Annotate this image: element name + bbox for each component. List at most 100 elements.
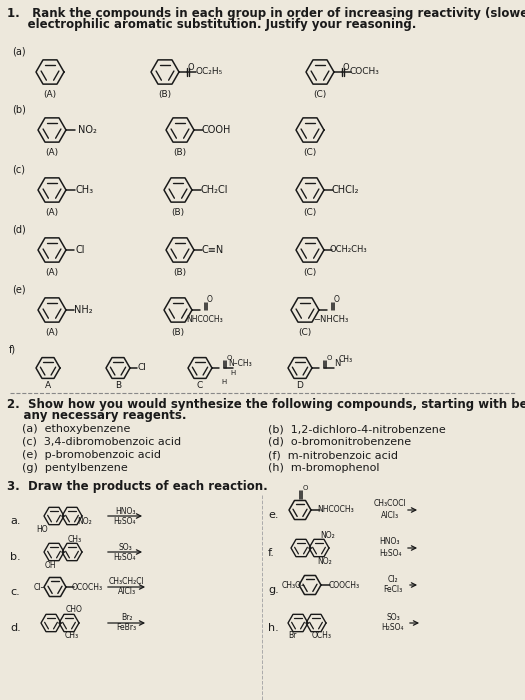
Text: (C): (C) [303,267,317,276]
Text: CHCl₂: CHCl₂ [331,185,359,195]
Text: OCOCH₃: OCOCH₃ [71,582,102,592]
Text: N: N [334,358,340,368]
Text: Cl: Cl [138,363,146,372]
Text: (C): (C) [298,328,312,337]
Text: HNO₃: HNO₃ [115,507,135,515]
Text: electrophilic aromatic substitution. Justify your reasoning.: electrophilic aromatic substitution. Jus… [7,18,416,31]
Text: (e)  p-bromobenzoic acid: (e) p-bromobenzoic acid [22,450,161,460]
Text: N–CH₃: N–CH₃ [228,358,252,368]
Text: −NHCH₃: −NHCH₃ [313,315,349,324]
Text: (c)  3,4-dibromobenzoic acid: (c) 3,4-dibromobenzoic acid [22,437,181,447]
Text: O: O [343,62,349,71]
Text: (b): (b) [12,105,26,115]
Text: NHCOCH₃: NHCOCH₃ [318,505,354,514]
Text: (B): (B) [159,90,172,99]
Text: HO: HO [36,524,48,533]
Text: CH₃: CH₃ [65,631,79,640]
Text: CH₂Cl: CH₂Cl [200,185,228,195]
Text: NHCOCH₃: NHCOCH₃ [186,315,223,324]
Text: O: O [327,355,332,361]
Text: O: O [188,62,194,71]
Text: O: O [226,355,232,361]
Text: O: O [302,485,308,491]
Text: (B): (B) [172,328,185,337]
Text: Cl–: Cl– [33,582,45,592]
Text: A: A [45,382,51,391]
Text: OCH₂CH₃: OCH₂CH₃ [329,246,367,255]
Text: CH₃O–: CH₃O– [282,580,306,589]
Text: (f)  m-nitrobenzoic acid: (f) m-nitrobenzoic acid [268,450,398,460]
Text: CH₃: CH₃ [339,356,353,365]
Text: HNO₃: HNO₃ [380,538,400,547]
Text: SO₃: SO₃ [386,612,400,622]
Text: e.: e. [268,510,278,520]
Text: (A): (A) [44,90,57,99]
Text: H₂SO₄: H₂SO₄ [114,552,136,561]
Text: H₂SO₄: H₂SO₄ [379,549,401,557]
Text: h.: h. [268,623,279,633]
Text: COOCH₃: COOCH₃ [329,580,360,589]
Text: D: D [297,382,303,391]
Text: (b)  1,2-dichloro-4-nitrobenzene: (b) 1,2-dichloro-4-nitrobenzene [268,424,446,434]
Text: Cl: Cl [75,245,85,255]
Text: NO₂: NO₂ [318,556,332,566]
Text: CH₃: CH₃ [76,185,94,195]
Text: CHO: CHO [66,606,82,615]
Text: FeBr₃: FeBr₃ [117,624,136,633]
Text: AlCl₃: AlCl₃ [381,510,399,519]
Text: (A): (A) [46,267,59,276]
Text: (A): (A) [46,207,59,216]
Text: OH: OH [44,561,56,570]
Text: (A): (A) [46,148,59,157]
Text: B: B [115,382,121,391]
Text: (C): (C) [303,148,317,157]
Text: NO₂: NO₂ [321,531,335,540]
Text: 2.  Show how you would synthesize the following compounds, starting with benzene: 2. Show how you would synthesize the fol… [7,398,525,411]
Text: (B): (B) [173,148,186,157]
Text: f.: f. [268,548,275,558]
Text: Br₂: Br₂ [121,613,132,622]
Text: g.: g. [268,585,279,595]
Text: H: H [230,370,236,376]
Text: c.: c. [10,587,20,597]
Text: H: H [222,379,227,385]
Text: f): f) [9,345,16,355]
Text: H₂SO₄: H₂SO₄ [114,517,136,526]
Text: a.: a. [10,516,20,526]
Text: (a)  ethoxybenzene: (a) ethoxybenzene [22,424,130,434]
Text: 3.  Draw the products of each reaction.: 3. Draw the products of each reaction. [7,480,268,493]
Text: (C): (C) [313,90,327,99]
Text: Br: Br [288,631,296,640]
Text: AlCl₃: AlCl₃ [118,587,135,596]
Text: (B): (B) [172,207,185,216]
Text: d.: d. [10,623,21,633]
Text: 1.   Rank the compounds in each group in order of increasing reactivity (slowest: 1. Rank the compounds in each group in o… [7,7,525,20]
Text: NO₂: NO₂ [78,125,97,135]
Text: COOH: COOH [201,125,230,135]
Text: CH₃CH₂Cl: CH₃CH₂Cl [109,578,144,587]
Text: O: O [207,295,213,304]
Text: any necessary reagents.: any necessary reagents. [7,409,186,422]
Text: (d)  o-bromonitrobenzene: (d) o-bromonitrobenzene [268,437,411,447]
Text: b.: b. [10,552,20,562]
Text: SO₃: SO₃ [118,542,132,552]
Text: C: C [197,382,203,391]
Text: CH₃COCl: CH₃COCl [374,500,406,508]
Text: (a): (a) [12,47,26,57]
Text: COCH₃: COCH₃ [349,67,379,76]
Text: (C): (C) [303,207,317,216]
Text: (B): (B) [173,267,186,276]
Text: (d): (d) [12,225,26,235]
Text: NH₂: NH₂ [74,305,92,315]
Text: H₂SO₄: H₂SO₄ [382,624,404,633]
Text: NO₂: NO₂ [78,517,92,526]
Text: (e): (e) [12,285,26,295]
Text: Cl₂: Cl₂ [387,575,398,584]
Text: C≡N: C≡N [202,245,224,255]
Text: (c): (c) [12,165,25,175]
Text: CH₃: CH₃ [68,535,82,543]
Text: OC₂H₅: OC₂H₅ [195,67,223,76]
Text: OCH₃: OCH₃ [312,631,332,640]
Text: (A): (A) [46,328,59,337]
Text: (g)  pentylbenzene: (g) pentylbenzene [22,463,128,473]
